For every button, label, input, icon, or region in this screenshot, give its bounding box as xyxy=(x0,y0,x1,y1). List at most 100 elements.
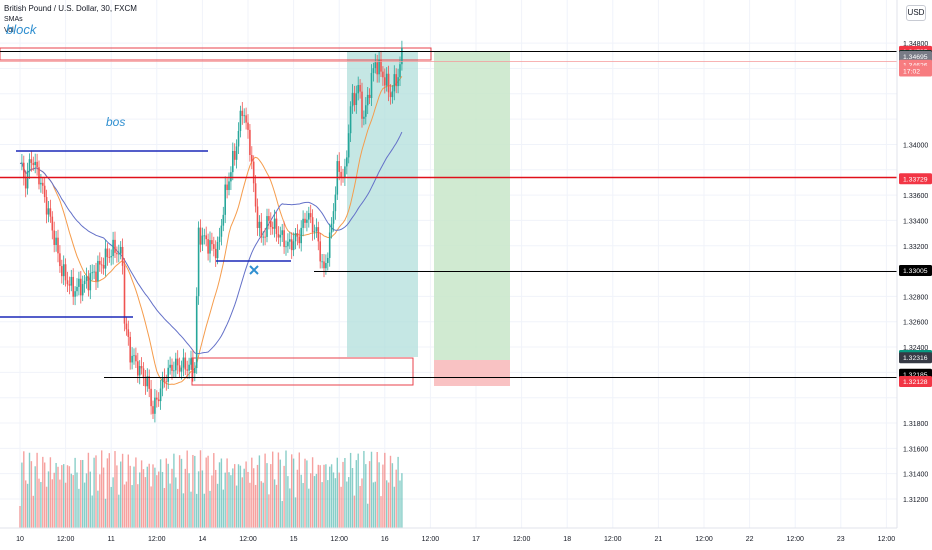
volume-bar xyxy=(393,486,395,528)
volume-bar xyxy=(311,457,314,528)
volume-bar xyxy=(110,486,112,528)
volume-bar xyxy=(28,452,31,528)
time-tick-label: 12:00 xyxy=(513,536,531,543)
candle-body xyxy=(281,230,283,235)
volume-bar xyxy=(342,461,344,528)
time-tick-label: 12:00 xyxy=(57,536,75,543)
time-axis: 10 12:00 11 12:00 14 12:00 15 12:00 16 12:00 17 12:… xyxy=(0,527,897,543)
candle-body xyxy=(64,264,67,281)
volume-bar xyxy=(148,463,150,528)
candle-body xyxy=(51,216,54,231)
volume-bar xyxy=(87,452,90,528)
volume-bar xyxy=(330,464,333,528)
candle-body xyxy=(304,218,306,223)
price-tick-label: 1.34800 xyxy=(903,41,928,48)
volume-bar xyxy=(91,495,93,528)
volume-bar xyxy=(44,462,46,528)
volume-bar xyxy=(273,479,276,528)
candle-body xyxy=(239,110,242,131)
candle-body xyxy=(188,364,190,371)
volume-bar xyxy=(353,495,356,528)
candle-body xyxy=(232,150,234,173)
candle-body xyxy=(38,167,40,185)
candle-body xyxy=(220,225,223,237)
volume-bar xyxy=(321,482,323,528)
candle-body xyxy=(125,323,128,330)
volume-bar xyxy=(171,468,173,528)
volume-bar xyxy=(127,454,129,528)
candle-body xyxy=(116,252,118,255)
volume-bar xyxy=(298,452,300,528)
candle-body xyxy=(338,161,340,172)
volume-bar xyxy=(120,461,122,528)
candle-body xyxy=(81,284,84,296)
candle-body xyxy=(62,264,65,277)
volume-bar xyxy=(61,465,63,528)
volume-indicator-label[interactable]: Vol xyxy=(4,27,14,34)
volume-bar xyxy=(235,485,238,528)
candle-body xyxy=(330,223,333,233)
volume-bar xyxy=(131,485,133,528)
volume-bar xyxy=(258,455,261,528)
candle-body xyxy=(273,218,276,229)
volume-bar xyxy=(397,456,399,528)
candle-body xyxy=(42,182,44,186)
candle-body xyxy=(173,370,175,372)
price-label-text: 1.32316 xyxy=(903,355,928,362)
candle-body xyxy=(135,355,137,362)
volume-bar xyxy=(197,471,200,528)
volume-bar xyxy=(53,472,55,528)
candle-body xyxy=(300,227,302,244)
volume-bar xyxy=(93,457,95,528)
volume-bar xyxy=(306,460,308,528)
candle-body xyxy=(127,329,130,337)
volume-bar xyxy=(275,484,278,528)
volume-bar xyxy=(34,466,36,528)
candle-body xyxy=(190,358,192,365)
volume-bar xyxy=(355,460,357,528)
volume-bar xyxy=(254,484,257,528)
block-annotation: block xyxy=(6,22,37,37)
candle-body xyxy=(95,271,97,282)
candle-body xyxy=(161,377,164,389)
volume-bar xyxy=(140,460,143,528)
candle-body xyxy=(247,122,249,130)
candle-body xyxy=(298,236,301,244)
candle-body xyxy=(366,94,369,106)
volume-bar xyxy=(372,482,375,528)
time-tick-label: 16 xyxy=(381,536,389,543)
candle-body xyxy=(344,166,346,178)
candle-body xyxy=(268,216,270,221)
candle-body xyxy=(205,235,207,240)
candle-body xyxy=(201,235,204,245)
target-zone xyxy=(434,52,510,360)
volume-bar xyxy=(277,452,280,528)
volume-bar xyxy=(99,474,101,528)
candle-body xyxy=(357,85,359,94)
candle-body xyxy=(87,276,90,291)
candle-body xyxy=(144,378,147,387)
volume-bar xyxy=(154,467,156,528)
volume-bar xyxy=(266,463,268,528)
candle-body xyxy=(102,264,105,269)
sma-indicator-label[interactable]: SMAs xyxy=(4,16,23,23)
candle-body xyxy=(384,77,386,86)
candles xyxy=(21,40,403,423)
volume-bar xyxy=(201,470,204,528)
candle-body xyxy=(121,246,124,266)
volume-bar xyxy=(336,457,338,528)
volume-bar xyxy=(270,464,272,528)
volume-bar xyxy=(283,465,285,528)
volume-bar xyxy=(241,477,243,528)
volume-bar xyxy=(401,473,403,528)
time-tick-label: 22 xyxy=(746,536,754,543)
candle-body xyxy=(140,365,143,369)
candle-body xyxy=(61,266,63,277)
price-tick-label: 1.31600 xyxy=(903,446,928,453)
candle-body xyxy=(137,361,139,376)
candle-body xyxy=(252,161,255,184)
currency-button[interactable]: USD xyxy=(906,5,926,21)
time-tick-label: 17 xyxy=(472,536,480,543)
volume-bar xyxy=(294,497,297,528)
